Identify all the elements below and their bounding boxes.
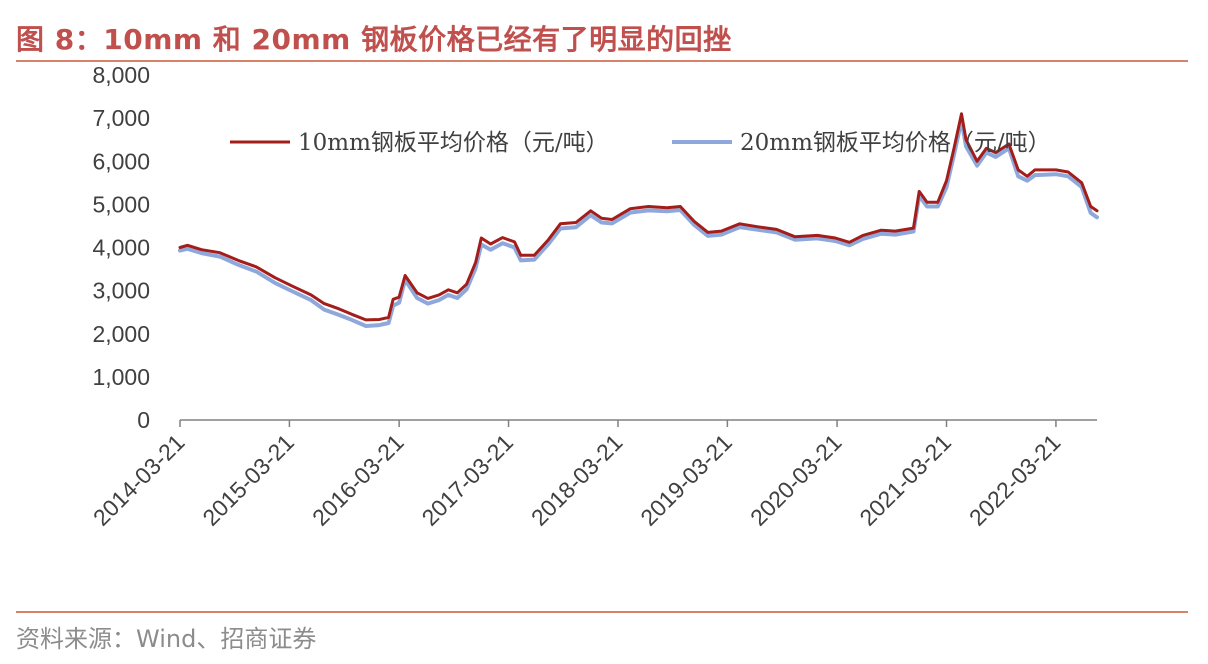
y-tick-label: 6,000 [92,148,150,174]
x-tick-label: 2021-03-21 [854,429,956,531]
y-axis: 0 1,000 2,000 3,000 4,000 5,000 6,000 7,000 8,00… [92,62,150,433]
x-tick-label: 2014-03-21 [88,429,190,531]
chart-title: 图 8：10mm 和 20mm 钢板价格已经有了明显的回挫 [16,23,732,56]
y-tick-label: 1,000 [92,364,150,390]
y-tick-label: 4,000 [92,235,150,261]
y-tick-label: 5,000 [92,191,150,217]
x-tick-label: 2020-03-21 [745,429,847,531]
source-note: 资料来源：Wind、招商证券 [16,625,317,653]
x-tick-label: 2015-03-21 [197,429,299,531]
source-divider [16,611,1188,613]
x-tick-label: 2022-03-21 [964,429,1066,531]
series-line-10mm [178,112,1099,322]
series-layer [178,112,1099,328]
y-tick-label: 3,000 [92,278,150,304]
legend-label-20mm: 20mm钢板平均价格（元/吨） [740,130,1051,156]
y-tick-label: 0 [137,407,150,433]
x-tick-label: 2019-03-21 [635,429,737,531]
y-tick-label: 8,000 [92,62,150,88]
title-divider [16,60,1188,62]
x-tick-label: 2016-03-21 [307,429,409,531]
y-tick-label: 2,000 [92,321,150,347]
x-axis: 2014-03-21 2015-03-21 2016-03-21 2017-03-21… [88,419,1097,531]
y-tick-label: 7,000 [92,105,150,131]
legend: 10mm钢板平均价格（元/吨） 20mm钢板平均价格（元/吨） [230,130,1051,156]
x-tick-label: 2017-03-21 [417,429,519,531]
x-tick-label: 2018-03-21 [526,429,628,531]
legend-label-10mm: 10mm钢板平均价格（元/吨） [298,130,609,156]
